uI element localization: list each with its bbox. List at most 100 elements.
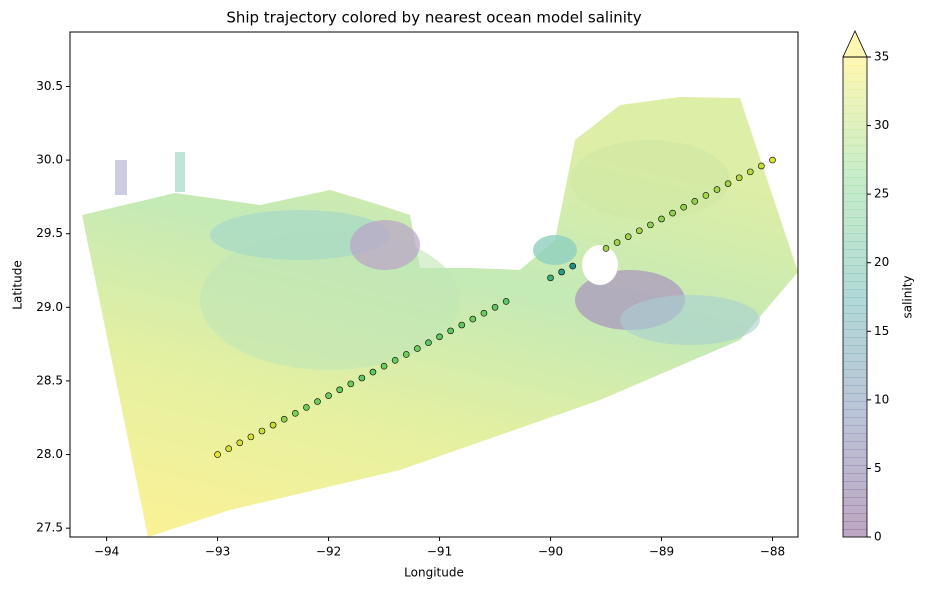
colorbar-swatch	[843, 441, 867, 450]
colorbar-swatch	[843, 153, 867, 162]
colorbar-swatch	[843, 145, 867, 154]
x-tick-label: −93	[205, 545, 230, 559]
colorbar-swatch	[843, 65, 867, 74]
ship-point	[769, 156, 776, 164]
colorbar-swatch	[843, 169, 867, 178]
ship-point	[358, 374, 366, 382]
colorbar-swatch	[843, 249, 867, 258]
colorbar-label: salinity	[901, 275, 915, 318]
ship-point	[758, 162, 765, 170]
colorbar-swatch	[843, 393, 867, 402]
model-field	[82, 97, 798, 537]
y-tick-label: 30.5	[36, 79, 63, 93]
colorbar-tick-label: 5	[874, 461, 882, 475]
y-tick-label: 28.0	[36, 447, 63, 461]
colorbar-swatch	[843, 529, 867, 538]
y-tick-label: 30.0	[36, 153, 63, 167]
colorbar-swatch	[843, 321, 867, 330]
ship-point	[402, 351, 410, 358]
colorbar-swatch	[843, 465, 867, 474]
y-tick-label: 29.0	[36, 300, 63, 314]
ship-point	[735, 174, 743, 182]
ship-point	[680, 203, 687, 211]
colorbar-swatch	[843, 521, 867, 530]
colorbar-swatch	[843, 129, 867, 138]
colorbar-swatch	[843, 417, 867, 426]
ship-point	[325, 392, 332, 399]
ship-point	[391, 357, 399, 364]
colorbar-swatch	[843, 449, 867, 458]
x-tick-label: −89	[649, 545, 674, 559]
ship-point	[702, 192, 710, 199]
colorbar-extend	[842, 30, 868, 58]
colorbar-swatch	[843, 409, 867, 418]
colorbar-swatch	[843, 377, 867, 386]
ship-point	[247, 433, 255, 441]
ship-point	[225, 445, 232, 452]
ship-point	[458, 321, 466, 329]
ship-point	[636, 227, 643, 235]
colorbar-swatch	[843, 473, 867, 482]
ship-point	[314, 398, 321, 405]
ship-point	[669, 209, 676, 217]
colorbar-tick-label: 35	[874, 50, 889, 64]
ship-point	[491, 304, 499, 311]
colorbar-tick-label: 15	[874, 324, 889, 338]
ship-point	[624, 233, 632, 240]
colorbar-swatch	[843, 289, 867, 298]
x-tick-label: −88	[760, 545, 785, 559]
colorbar-swatch	[843, 121, 867, 130]
ship-point	[746, 168, 754, 176]
x-axis-label: Longitude	[404, 566, 464, 580]
ship-point	[558, 268, 565, 276]
colorbar-swatch	[843, 353, 867, 362]
colorbar-swatch	[843, 313, 867, 322]
x-tick-label: −91	[427, 545, 452, 559]
y-axis-label: Latitude	[11, 260, 25, 309]
x-tick-label: −94	[94, 545, 119, 559]
colorbar-swatch	[843, 233, 867, 242]
ship-point	[658, 215, 665, 223]
ship-point	[414, 345, 421, 352]
ship-point	[436, 333, 443, 341]
colorbar-tick-label: 10	[874, 392, 889, 406]
colorbar-swatch	[843, 161, 867, 170]
colorbar-swatch	[843, 361, 867, 370]
colorbar-swatch	[843, 177, 867, 186]
ship-point	[724, 180, 732, 187]
colorbar-swatch	[843, 369, 867, 378]
colorbar-swatch	[843, 265, 867, 274]
colorbar-swatch	[843, 209, 867, 218]
ship-point	[469, 315, 477, 323]
colorbar-swatch	[843, 113, 867, 122]
colorbar-tick-label: 0	[874, 530, 882, 544]
colorbar-swatch	[843, 489, 867, 498]
colorbar-swatch	[843, 225, 867, 234]
ship-point	[347, 380, 355, 388]
ship-point	[691, 198, 699, 205]
ship-point	[214, 451, 221, 458]
colorbar-frame	[842, 56, 868, 538]
colorbar-swatch	[843, 457, 867, 466]
colorbar-swatch	[843, 257, 867, 266]
ship-point	[502, 298, 510, 305]
colorbar-tick-label: 25	[874, 187, 889, 201]
ship-point	[369, 368, 377, 376]
colorbar-swatch	[843, 425, 867, 434]
colorbar-swatch	[843, 57, 867, 66]
colorbar-swatch	[843, 329, 867, 338]
ship-point	[236, 439, 244, 447]
colorbar-swatch	[843, 73, 867, 82]
colorbar-swatch	[843, 401, 867, 410]
colorbar-swatch	[843, 273, 867, 282]
ship-point	[269, 421, 277, 429]
ship-point	[480, 309, 488, 317]
colorbar-tick-label: 30	[874, 118, 889, 132]
ship-point	[258, 427, 266, 435]
colorbar-swatch	[843, 513, 867, 522]
ship-point	[425, 339, 432, 346]
y-tick-label: 27.5	[36, 521, 63, 535]
chart-title: Ship trajectory colored by nearest ocean…	[226, 9, 641, 27]
colorbar-swatch	[843, 89, 867, 98]
ship-point	[602, 245, 610, 252]
